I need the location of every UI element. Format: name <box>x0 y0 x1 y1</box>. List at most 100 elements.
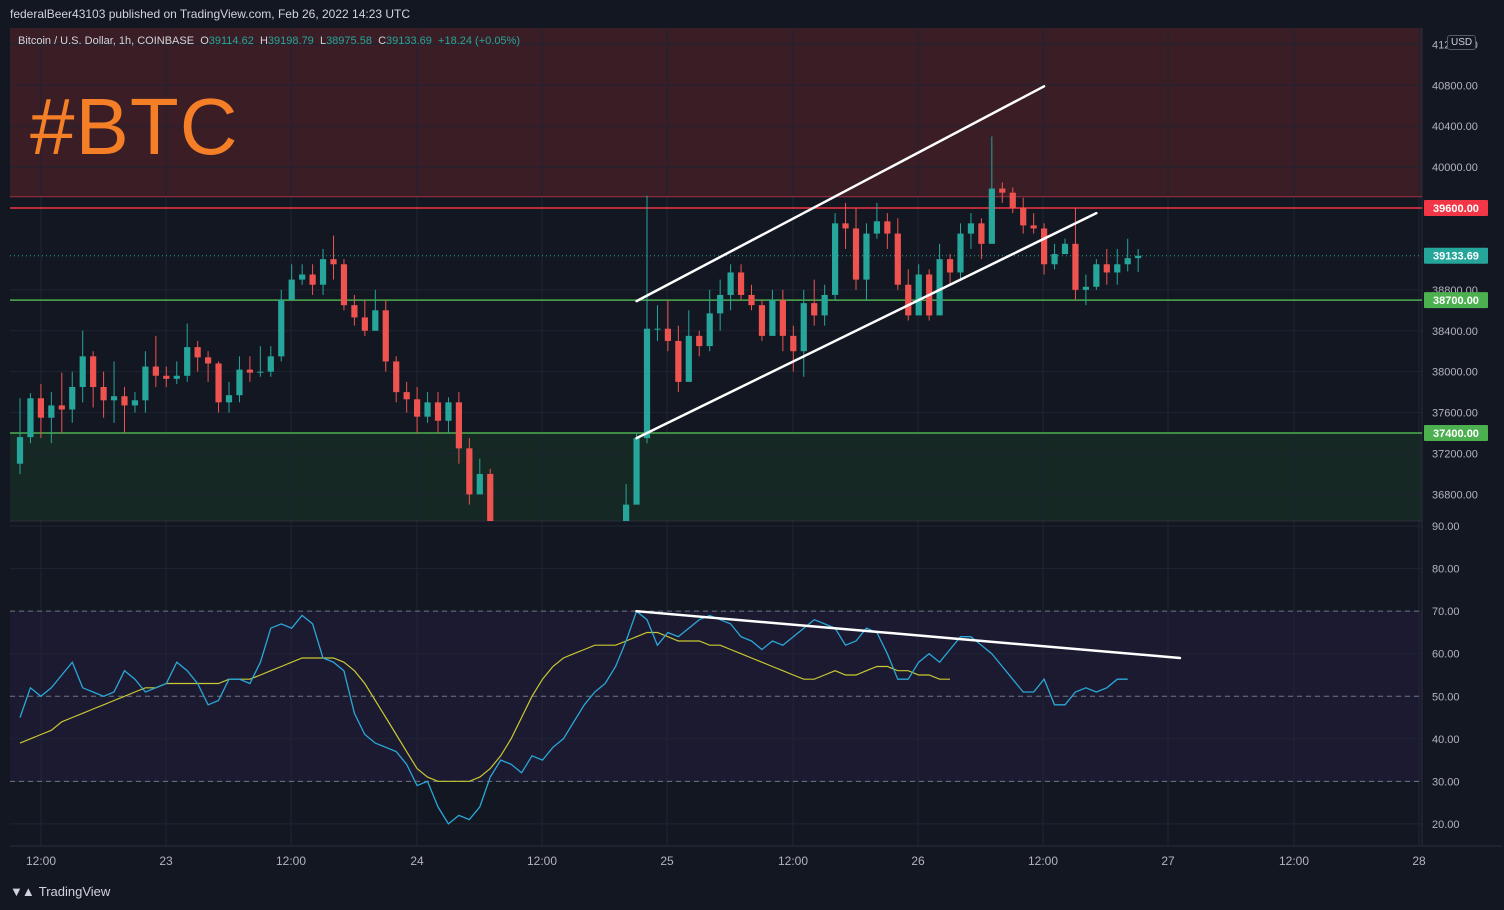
candle-body <box>434 402 442 421</box>
candle-body <box>842 223 849 229</box>
level-tag-37400.00[interactable]: 37400.00 <box>1433 428 1479 440</box>
legend-high-label: H <box>259 35 268 47</box>
tradingview-logo-icon: ▼▲ <box>10 884 35 899</box>
level-tag-38700.00[interactable]: 38700.00 <box>1433 295 1479 307</box>
level-tag-39600.00[interactable]: 39600.00 <box>1433 203 1479 215</box>
candle-body <box>1072 243 1079 290</box>
candle-body <box>1124 258 1131 265</box>
candle-body <box>90 356 97 388</box>
rsi-tick-label: 40.00 <box>1432 734 1460 746</box>
candle-body <box>737 272 745 295</box>
candle-body <box>685 335 692 382</box>
candle-body <box>267 356 274 372</box>
candle-body <box>16 437 24 464</box>
candle-body <box>403 392 410 400</box>
publisher-line: federalBeer43103 published on TradingVie… <box>10 7 411 21</box>
candle-body <box>821 294 828 316</box>
time-tick-label: 12:00 <box>527 854 557 868</box>
candle-body <box>246 369 253 373</box>
candle-body <box>424 402 431 417</box>
tradingview-logo[interactable]: ▼▲ TradingView <box>10 884 110 899</box>
candle-body <box>884 221 891 234</box>
candle-body <box>811 303 818 316</box>
candle-body <box>121 396 128 406</box>
rsi-tick-label: 60.00 <box>1432 649 1460 661</box>
candle-body <box>664 328 671 341</box>
candle-body <box>863 233 870 280</box>
candle-body <box>758 305 766 336</box>
candle-body <box>58 405 65 410</box>
candle-body <box>466 448 473 495</box>
rsi-moving-average-line <box>19 631 950 782</box>
currency-badge[interactable]: USD <box>1447 35 1477 50</box>
candle-body <box>257 371 264 373</box>
time-tick-label: 23 <box>159 854 173 868</box>
candle-body <box>779 300 786 336</box>
level-tag-38700.00-bg <box>1424 292 1488 309</box>
legend-close-label: C <box>378 35 387 47</box>
candle-body <box>978 223 985 244</box>
time-tick-label: 12:00 <box>276 854 306 868</box>
candle-body <box>455 402 462 449</box>
price-tick-label: 38000.00 <box>1432 367 1478 379</box>
time-tick-label: 12:00 <box>1028 854 1058 868</box>
candle-body <box>1082 286 1089 290</box>
time-tick-label: 12:00 <box>778 854 808 868</box>
zone-support <box>10 433 1422 521</box>
price-tick-label: 37200.00 <box>1432 448 1478 460</box>
price-tick-label: 40800.00 <box>1432 80 1478 92</box>
legend-symbol: Bitcoin / U.S. Dollar, 1h, COINBASE <box>18 35 195 47</box>
tradingview-brand: TradingView <box>38 884 111 899</box>
candle-body <box>832 223 839 295</box>
candle-body <box>852 228 860 280</box>
current-price-tag[interactable]: 39133.69 <box>1433 251 1479 263</box>
trendline-rsi-divergence[interactable] <box>635 609 1182 660</box>
candle-body <box>100 387 107 401</box>
candle-body <box>1061 243 1069 255</box>
time-tick-label: 28 <box>1412 854 1426 868</box>
btc-annotation[interactable]: #BTC <box>30 82 239 171</box>
rsi-tick-label: 70.00 <box>1432 606 1460 618</box>
candle-body <box>225 395 233 403</box>
candle-body <box>1009 192 1016 209</box>
candle-body <box>142 366 149 401</box>
candle-body <box>905 284 912 316</box>
candle-body <box>706 313 713 347</box>
candle-body <box>946 259 954 273</box>
candle-body <box>330 259 337 265</box>
rsi-tick-label: 20.00 <box>1432 819 1460 831</box>
price-tick-label: 36800.00 <box>1432 489 1478 501</box>
legend-close-value: 39133.69 <box>386 35 432 47</box>
candle-body <box>487 473 494 521</box>
footer-bar <box>0 876 1504 910</box>
candle-body <box>1103 264 1110 273</box>
trendline-channel-upper[interactable] <box>635 85 1046 303</box>
candle-body <box>800 303 807 352</box>
candle-body <box>1114 264 1121 273</box>
candle-body <box>1020 208 1027 226</box>
candle-body <box>748 294 755 306</box>
candle-body <box>445 402 452 421</box>
candle-body <box>110 396 118 401</box>
candle-body <box>936 259 943 316</box>
candle-body <box>288 279 295 301</box>
rsi-tick-label: 80.00 <box>1432 564 1460 576</box>
candle-body <box>633 438 640 505</box>
candle-body <box>382 310 389 362</box>
legend-open-value: 39114.62 <box>208 35 254 47</box>
candle-body <box>654 328 661 330</box>
candle-body <box>205 357 212 364</box>
candle-body <box>184 347 191 376</box>
current-price-tag-bg <box>1424 247 1488 264</box>
rsi-tick-label: 90.00 <box>1432 521 1460 533</box>
candle-body <box>873 221 880 234</box>
time-tick-label: 24 <box>410 854 424 868</box>
candle-body <box>790 335 797 352</box>
trendline-channel-lower[interactable] <box>635 211 1098 440</box>
time-tick-label: 27 <box>1161 854 1175 868</box>
legend-low-label: L <box>319 35 327 47</box>
candle-body <box>278 300 285 357</box>
candle-body <box>769 300 776 336</box>
candle-body <box>999 188 1006 193</box>
